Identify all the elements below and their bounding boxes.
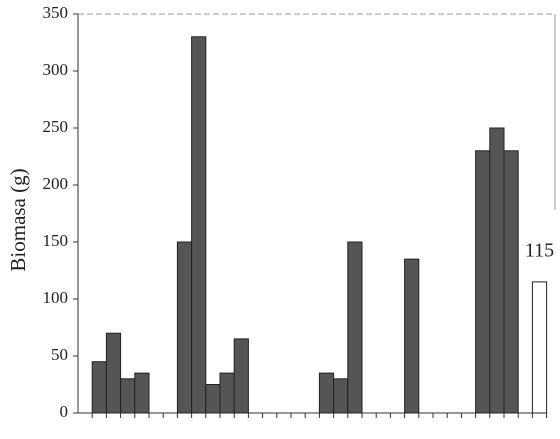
y-tick-label: 250: [43, 117, 69, 136]
y-tick-label: 0: [60, 402, 69, 421]
bar: [176, 241, 193, 414]
bar: [531, 281, 548, 414]
bar: [347, 241, 363, 414]
bar: [91, 361, 107, 414]
y-tick-label: 150: [43, 231, 69, 250]
bar: [120, 378, 136, 414]
bar: [489, 127, 505, 414]
bar: [404, 258, 420, 414]
bar: [475, 150, 491, 414]
bar: [219, 372, 235, 414]
value-label: 115: [525, 239, 554, 261]
y-tick-label: 100: [43, 288, 69, 307]
y-tick-label: 300: [43, 60, 69, 79]
y-tick-label: 200: [43, 174, 69, 193]
y-tick-label: 50: [51, 345, 68, 364]
y-axis-label: Biomasa (g): [6, 168, 30, 271]
bar: [333, 378, 349, 414]
bar: [233, 338, 249, 414]
y-tick-label: 350: [43, 3, 69, 22]
bar: [134, 372, 150, 414]
bar: [503, 150, 519, 414]
bar: [191, 36, 207, 414]
bar: [318, 372, 335, 414]
bar: [105, 332, 122, 414]
bar: [205, 384, 221, 414]
